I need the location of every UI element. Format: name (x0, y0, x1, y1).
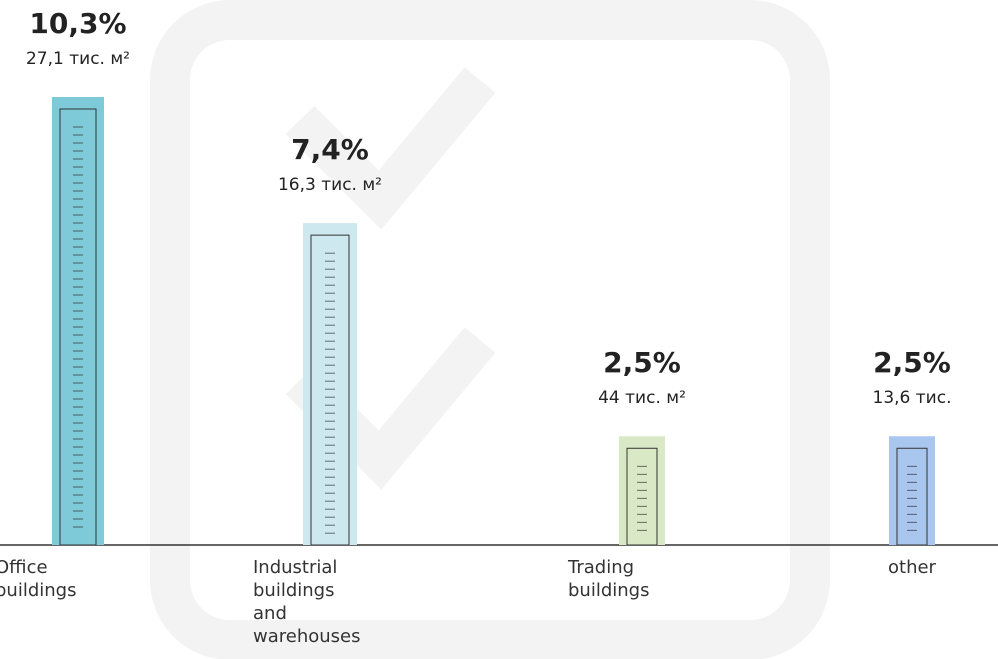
percent-label: 2,5% (873, 346, 951, 380)
category-label: Industrial buildings and warehouses (253, 557, 361, 647)
building-outline (626, 447, 658, 546)
building (52, 97, 104, 545)
area-label: 27,1 тис. м² (25, 49, 130, 69)
building-outline (310, 234, 350, 546)
category-label: Trading buildings (568, 557, 650, 601)
watermark (150, 0, 830, 659)
area-label: 16,3 тис. м² (277, 175, 382, 196)
building (303, 223, 357, 545)
percent-label: 10,3% (29, 7, 127, 40)
building (619, 436, 665, 545)
area-label: 44 тис. м² (598, 388, 686, 409)
category-label: Office buildings (0, 557, 77, 601)
percent-label: 2,5% (603, 346, 681, 380)
building-outline (896, 447, 928, 546)
category-label: other (888, 557, 936, 578)
building-outline (59, 108, 97, 546)
area-label: 13,6 тис. (872, 388, 952, 409)
building (889, 436, 935, 545)
percent-label: 7,4% (291, 133, 369, 167)
